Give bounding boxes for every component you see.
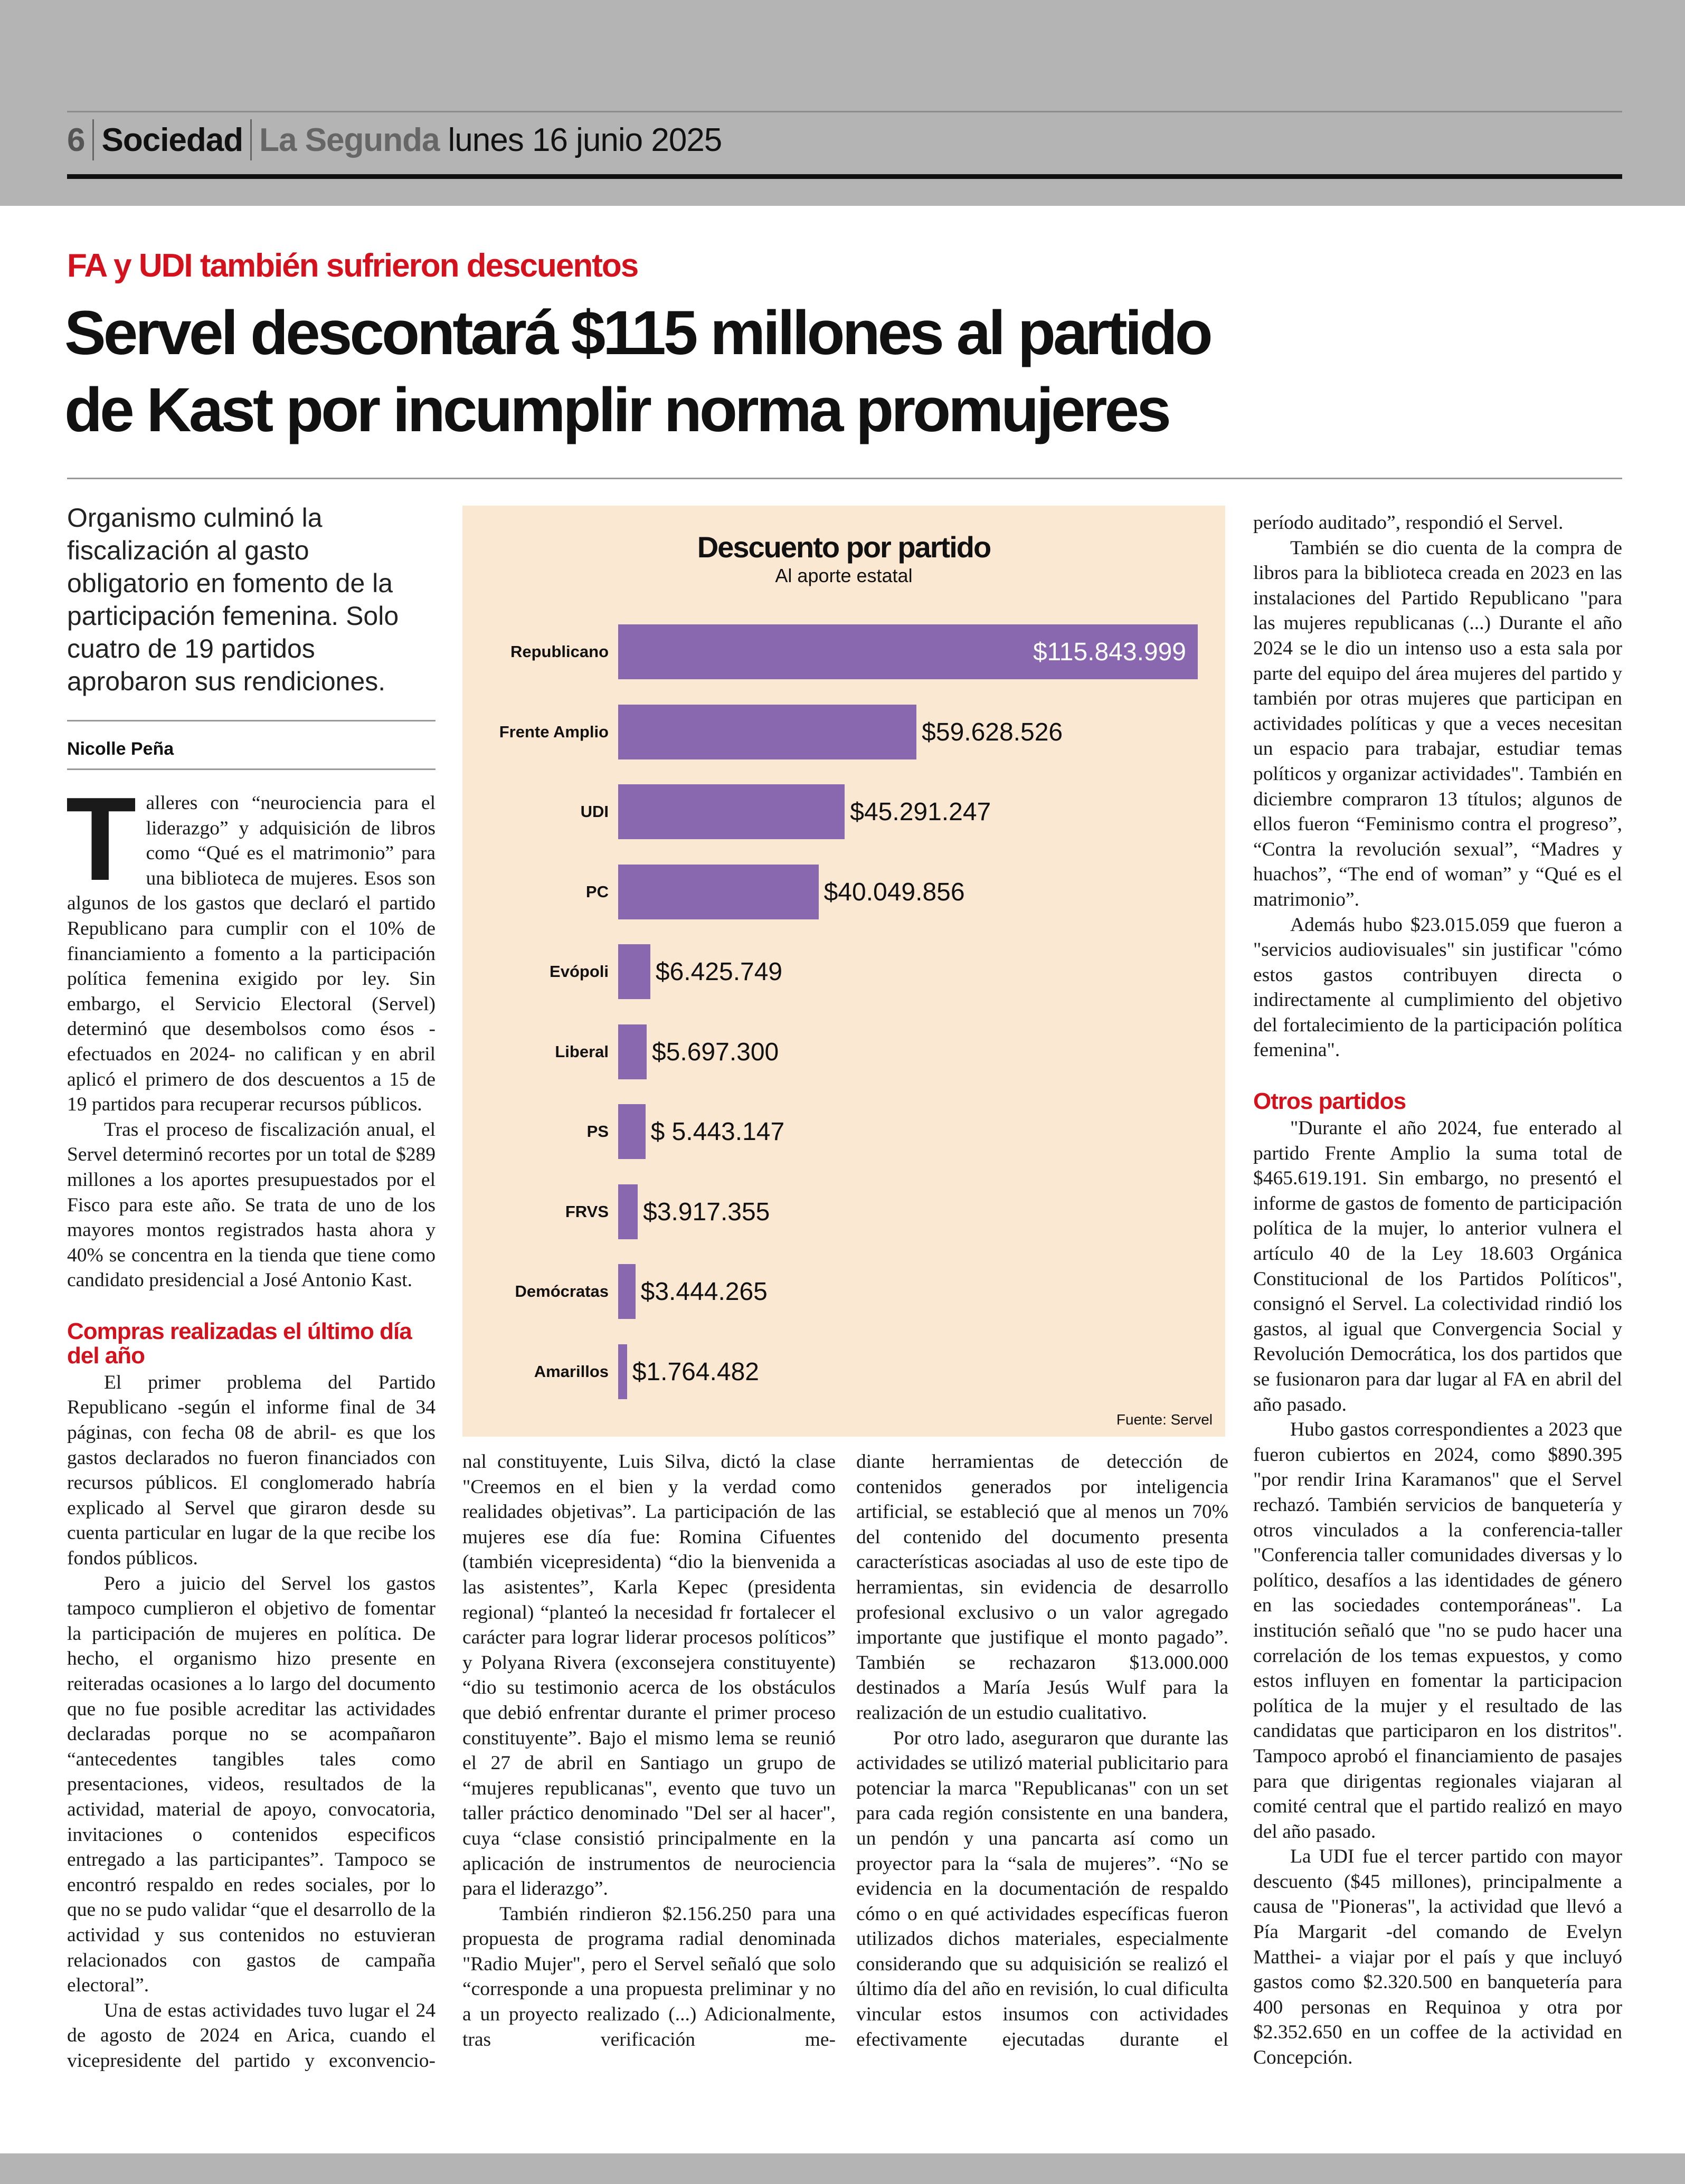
bar xyxy=(618,1024,647,1079)
bar xyxy=(618,1104,646,1159)
paragraph: La UDI fue el tercer partido con mayor d… xyxy=(1253,1846,1622,2069)
bar xyxy=(618,784,845,839)
value-label: $5.697.300 xyxy=(652,1038,779,1066)
paragraph: Tras el proceso de fiscalización anual, … xyxy=(67,1118,436,1292)
article-column-4: período auditado”, respondió el Servel. … xyxy=(1253,510,1622,2120)
paragraph: Hubo gastos correspondientes a 2023 que … xyxy=(1253,1419,1622,1843)
bar xyxy=(618,1344,627,1399)
bar xyxy=(618,1184,638,1239)
paragraph: Pero a juicio del Servel los gastos tamp… xyxy=(67,1572,436,1997)
newspaper-name: La Segunda xyxy=(259,121,440,158)
category-label: Amarillos xyxy=(534,1362,609,1381)
paragraph: También rindieron $2.156.250 para una pr… xyxy=(462,1903,836,2050)
bar xyxy=(618,864,819,919)
paragraph-text: alleres con “neurociencia para el lidera… xyxy=(67,792,436,1116)
bar xyxy=(618,624,1198,679)
headline-line: Servel descontará $115 millones al parti… xyxy=(64,298,1213,368)
byline: Nicolle Peña xyxy=(67,739,174,759)
value-label: $115.843.999 xyxy=(1033,638,1186,666)
category-label: PC xyxy=(585,882,609,901)
value-label: $6.425.749 xyxy=(655,958,783,986)
subheading: Otros partidos xyxy=(1253,1088,1406,1115)
category-label: Frente Amplio xyxy=(499,722,609,741)
bar xyxy=(618,1264,636,1319)
deck: Organismo culminó la fiscalización al ga… xyxy=(67,503,399,696)
bar-chart: Descuento por partido Al aporte estatal … xyxy=(462,506,1225,1437)
issue-date: lunes 16 junio 2025 xyxy=(448,121,723,158)
byline-rule xyxy=(67,768,436,770)
value-label: $40.049.856 xyxy=(823,878,965,906)
value-label: $1.764.482 xyxy=(632,1357,759,1386)
category-label: FRVS xyxy=(565,1202,609,1221)
drop-cap: T xyxy=(67,791,137,905)
paragraph: Una de estas actividades tuvo lugar el 2… xyxy=(67,1999,436,2072)
article-column-3: diante herramientas de detección de cont… xyxy=(856,1449,1228,2120)
category-label: Liberal xyxy=(555,1042,609,1061)
category-label: Republicano xyxy=(510,642,609,661)
paragraph: También se dio cuenta de la compra de li… xyxy=(1253,537,1622,910)
header-bottom-rule xyxy=(67,174,1622,179)
subheading: Compras realizadas el último día del año xyxy=(67,1318,412,1369)
category-label: Evópoli xyxy=(550,962,609,981)
byline-rule xyxy=(67,720,436,721)
value-label: $45.291.247 xyxy=(850,798,991,826)
headline-rule xyxy=(67,478,1622,479)
masthead-divider xyxy=(92,119,94,160)
kicker: FA y UDI también sufrieron descuentos xyxy=(67,248,639,284)
paragraph: nal constituyente, Luis Silva, dictó la … xyxy=(462,1451,836,1900)
paragraph: Además hubo $23.015.059 que fueron a "se… xyxy=(1253,914,1622,1061)
footer-band xyxy=(0,2153,1685,2184)
value-label: $3.444.265 xyxy=(640,1278,768,1306)
paragraph: período auditado”, respondió el Servel. xyxy=(1253,512,1564,534)
headline-line: de Kast por incumplir norma promujeres xyxy=(64,375,1171,445)
paragraph: El primer problema del Partido Republica… xyxy=(67,1371,436,1570)
value-label: $59.628.526 xyxy=(922,718,1063,746)
chart-title: Descuento por partido xyxy=(697,530,991,564)
paragraph: "Durante el año 2024, fue enterado al pa… xyxy=(1253,1117,1622,1416)
header-top-rule xyxy=(67,111,1622,112)
masthead-divider xyxy=(250,119,252,160)
value-label: $3.917.355 xyxy=(643,1198,770,1226)
page-number: 6 xyxy=(67,121,86,158)
chart-source: Fuente: Servel xyxy=(1116,1411,1213,1428)
value-label: $ 5.443.147 xyxy=(650,1118,785,1146)
masthead: 6 Sociedad La Segunda lunes 16 junio 202… xyxy=(67,119,722,161)
section-name: Sociedad xyxy=(101,121,243,158)
headline: Servel descontará $115 millones al parti… xyxy=(64,295,1213,449)
article-column-2: nal constituyente, Luis Silva, dictó la … xyxy=(462,1449,836,2120)
bar xyxy=(618,944,650,999)
paragraph: diante herramientas de detección de cont… xyxy=(856,1451,1228,1724)
bar xyxy=(618,704,917,759)
category-label: PS xyxy=(586,1122,609,1141)
category-label: Demócratas xyxy=(515,1282,609,1300)
header-band xyxy=(0,0,1685,206)
category-label: UDI xyxy=(580,802,609,821)
chart-subtitle: Al aporte estatal xyxy=(775,565,913,586)
paragraph: Por otro lado, aseguraron que durante la… xyxy=(856,1727,1228,2050)
